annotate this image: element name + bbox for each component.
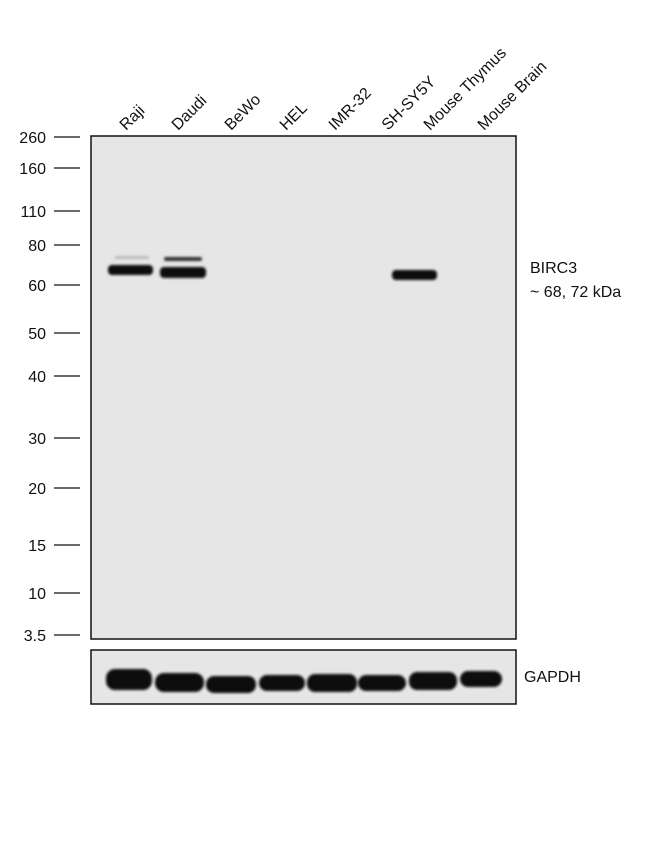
main-blot <box>90 135 517 640</box>
band <box>155 673 204 692</box>
target-name: BIRC3 <box>530 260 577 277</box>
marker-label: 20 <box>28 481 46 498</box>
marker-label: 40 <box>28 369 46 386</box>
loading-control-label: GAPDH <box>524 669 581 686</box>
marker-label: 80 <box>28 238 46 255</box>
band <box>460 671 502 687</box>
band <box>115 256 149 259</box>
gapdh-bands <box>106 669 502 693</box>
marker-label: 260 <box>19 130 46 147</box>
marker-label: 10 <box>28 586 46 603</box>
band <box>106 669 152 690</box>
band <box>409 672 457 690</box>
marker-label: 110 <box>20 204 46 221</box>
band <box>392 270 437 280</box>
band <box>160 267 206 278</box>
band <box>358 675 406 691</box>
marker-label: 15 <box>28 538 46 555</box>
marker-label: 60 <box>28 278 46 295</box>
band <box>259 675 305 691</box>
target-size: ~ 68, 72 kDa <box>530 284 621 301</box>
band <box>108 265 153 275</box>
band <box>307 674 357 692</box>
marker-label: 3.5 <box>24 628 46 645</box>
marker-label: 30 <box>28 431 46 448</box>
bands <box>108 256 437 280</box>
band <box>164 257 202 261</box>
marker-label: 160 <box>19 161 46 178</box>
band <box>206 676 256 693</box>
marker-label: 50 <box>28 326 46 343</box>
